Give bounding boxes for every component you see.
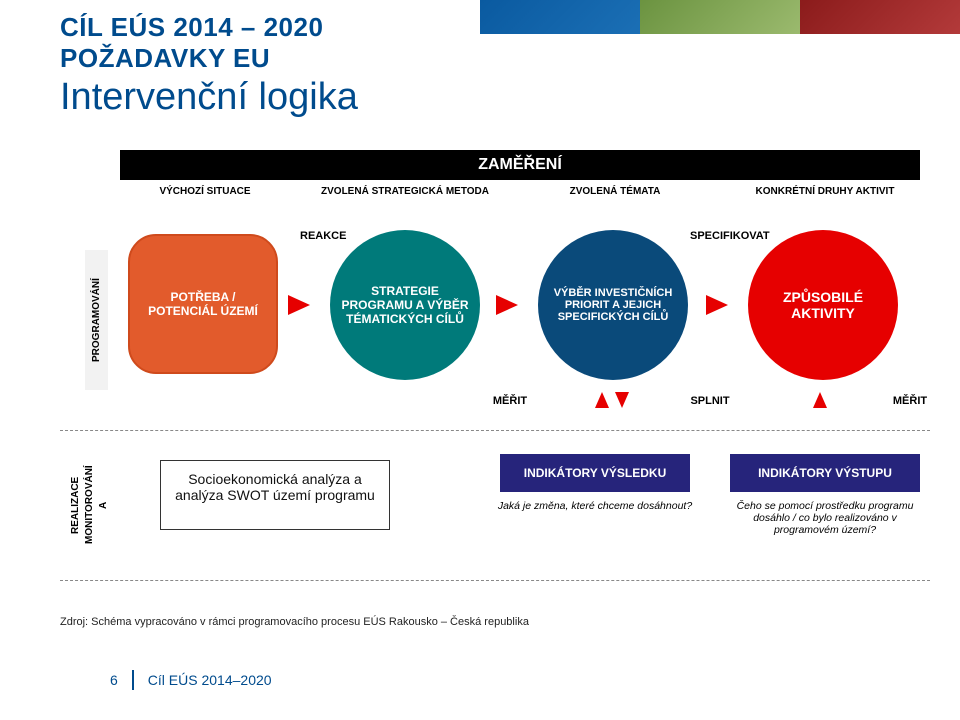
indicator-box-vysledku: INDIKÁTORY VÝSLEDKU bbox=[500, 454, 690, 492]
dashed-separator bbox=[60, 430, 930, 431]
socioeconomic-box: Socioekonomická analýza a analýza SWOT ú… bbox=[160, 460, 390, 530]
vertical-label-a: A bbox=[98, 485, 109, 525]
page-number: 6 bbox=[110, 672, 118, 688]
header-banner bbox=[480, 0, 960, 34]
arrow-icon bbox=[706, 295, 728, 315]
zamereni-header: ZAMĚŘENÍ bbox=[120, 150, 920, 180]
vertical-label-realizace: REALIZACE bbox=[70, 450, 81, 560]
arrow-down-icon bbox=[615, 392, 629, 408]
indicator-caption-vystupu: Čeho se pomocí prostředku programu dosáh… bbox=[720, 500, 930, 536]
arrow-up-icon bbox=[813, 392, 827, 408]
bubble-potreba: POTŘEBA / POTENCIÁL ÚZEMÍ bbox=[128, 234, 278, 374]
flow-label-splnit: SPLNIT bbox=[670, 395, 750, 407]
bubble-aktivity: ZPŮSOBILÉ AKTIVITY bbox=[748, 230, 898, 380]
title-line2: POŽADAVKY EU bbox=[60, 43, 358, 74]
footer: 6 Cíl EÚS 2014–2020 bbox=[110, 670, 272, 690]
arrow-up-icon bbox=[595, 392, 609, 408]
diagram: ZAMĚŘENÍ VÝCHOZÍ SITUACE ZVOLENÁ STRATEG… bbox=[30, 150, 930, 610]
col-label-4: KONKRÉTNÍ DRUHY AKTIVIT bbox=[740, 186, 910, 197]
vertical-label-monitorovani: MONITOROVÁNÍ bbox=[84, 450, 95, 560]
arrow-icon bbox=[288, 295, 310, 315]
title-block: CÍL EÚS 2014 – 2020 POŽADAVKY EU Interve… bbox=[60, 12, 358, 119]
title-line1: CÍL EÚS 2014 – 2020 bbox=[60, 12, 358, 43]
source-citation: Zdroj: Schéma vypracováno v rámci progra… bbox=[60, 616, 529, 628]
bubble-strategie: STRATEGIE PROGRAMU A VÝBĚR TÉMATICKÝCH C… bbox=[330, 230, 480, 380]
footer-title: Cíl EÚS 2014–2020 bbox=[148, 672, 272, 688]
bubble-vyber: VÝBĚR INVESTIČNÍCH PRIORIT A JEJICH SPEC… bbox=[538, 230, 688, 380]
flow-label-specifikovat: SPECIFIKOVAT bbox=[690, 230, 770, 242]
vertical-label-programovani: PROGRAMOVÁNÍ bbox=[85, 250, 108, 390]
indicator-box-vystupu: INDIKÁTORY VÝSTUPU bbox=[730, 454, 920, 492]
dashed-separator bbox=[60, 580, 930, 581]
banner-segment-blue bbox=[480, 0, 640, 34]
flow-label-reakce: REAKCE bbox=[300, 230, 346, 242]
col-label-2: ZVOLENÁ STRATEGICKÁ METODA bbox=[320, 186, 490, 197]
indicator-caption-vysledku: Jaká je změna, které chceme dosáhnout? bbox=[490, 500, 700, 512]
flow-label-merit-1: MĚŘIT bbox=[470, 395, 550, 407]
flow-label-merit-2: MĚŘIT bbox=[870, 395, 950, 407]
footer-divider bbox=[132, 670, 134, 690]
banner-segment-green bbox=[640, 0, 800, 34]
col-label-1: VÝCHOZÍ SITUACE bbox=[120, 186, 290, 197]
title-subtitle: Intervenční logika bbox=[60, 76, 358, 119]
col-label-3: ZVOLENÁ TÉMATA bbox=[530, 186, 700, 197]
arrow-icon bbox=[496, 295, 518, 315]
banner-segment-red bbox=[800, 0, 960, 34]
